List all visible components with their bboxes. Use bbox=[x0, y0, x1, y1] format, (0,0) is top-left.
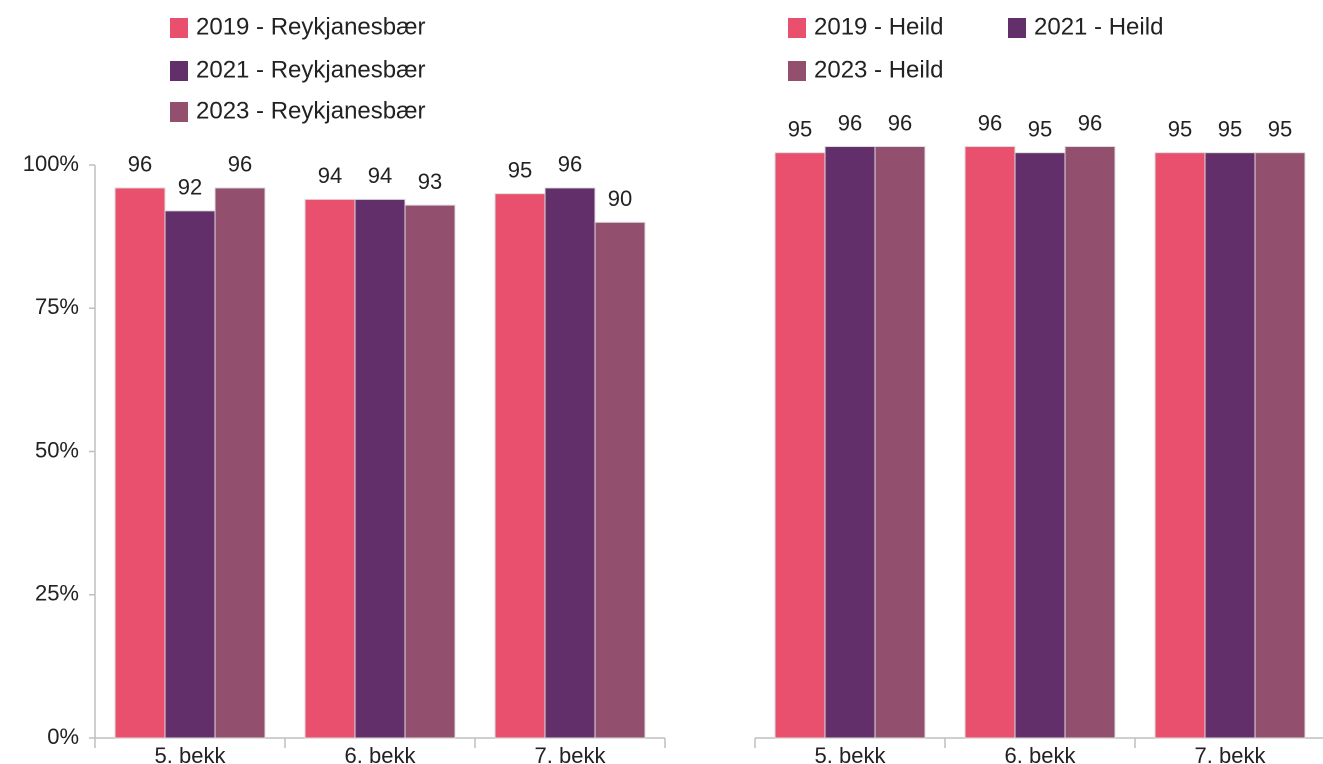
legend-label: 2021 - Heild bbox=[1034, 13, 1163, 40]
x-tick-label: 7. bekk bbox=[1195, 743, 1267, 764]
bar bbox=[114, 187, 166, 739]
data-label: 92 bbox=[178, 175, 202, 200]
bar bbox=[594, 221, 646, 739]
x-tick-label: 7. bekk bbox=[535, 743, 607, 764]
bar bbox=[964, 146, 1016, 739]
legend-label: 2019 - Reykjanesbær bbox=[196, 13, 425, 40]
bar bbox=[874, 146, 926, 739]
legend-swatch bbox=[170, 102, 188, 122]
bar bbox=[354, 198, 406, 739]
y-tick-label: 25% bbox=[35, 581, 79, 606]
bar bbox=[1204, 152, 1256, 739]
data-label: 90 bbox=[608, 186, 632, 211]
data-label: 95 bbox=[1168, 116, 1192, 141]
data-label: 95 bbox=[1028, 116, 1052, 141]
legend-swatch bbox=[788, 61, 806, 81]
legend-swatch bbox=[170, 61, 188, 81]
data-label: 96 bbox=[558, 152, 582, 177]
bar bbox=[1154, 152, 1206, 739]
bar bbox=[824, 146, 876, 739]
data-label: 95 bbox=[1268, 116, 1292, 141]
legend-label: 2023 - Heild bbox=[814, 56, 943, 83]
bar bbox=[214, 187, 266, 739]
data-label: 93 bbox=[418, 169, 442, 194]
data-label: 94 bbox=[368, 163, 392, 188]
legend-label: 2021 - Reykjanesbær bbox=[196, 56, 425, 83]
data-label: 95 bbox=[1218, 116, 1242, 141]
legend-label: 2023 - Reykjanesbær bbox=[196, 97, 425, 124]
legend-swatch bbox=[170, 18, 188, 38]
bar bbox=[494, 193, 546, 739]
y-tick-label: 50% bbox=[35, 437, 79, 462]
legend-swatch bbox=[1008, 18, 1026, 38]
data-label: 96 bbox=[1078, 110, 1102, 135]
bar bbox=[164, 210, 216, 739]
data-label: 96 bbox=[838, 110, 862, 135]
bar bbox=[774, 152, 826, 739]
legend-swatch bbox=[788, 18, 806, 38]
bar bbox=[544, 187, 596, 739]
y-tick-label: 75% bbox=[35, 294, 79, 319]
x-tick-label: 5. bekk bbox=[155, 743, 227, 764]
data-label: 96 bbox=[888, 110, 912, 135]
y-tick-label: 100% bbox=[23, 151, 79, 176]
data-label: 95 bbox=[788, 116, 812, 141]
x-tick-label: 5. bekk bbox=[815, 743, 887, 764]
data-label: 94 bbox=[318, 163, 342, 188]
bar bbox=[404, 204, 456, 739]
data-label: 96 bbox=[228, 152, 252, 177]
data-label: 96 bbox=[128, 152, 152, 177]
bar bbox=[1014, 152, 1066, 739]
y-tick-label: 0% bbox=[47, 724, 79, 749]
data-label: 95 bbox=[508, 157, 532, 182]
data-label: 96 bbox=[978, 110, 1002, 135]
x-tick-label: 6. bekk bbox=[1005, 743, 1077, 764]
bar bbox=[1254, 152, 1306, 739]
bar bbox=[304, 198, 356, 739]
legend-label: 2019 - Heild bbox=[814, 13, 943, 40]
bar bbox=[1064, 146, 1116, 739]
x-tick-label: 6. bekk bbox=[345, 743, 417, 764]
